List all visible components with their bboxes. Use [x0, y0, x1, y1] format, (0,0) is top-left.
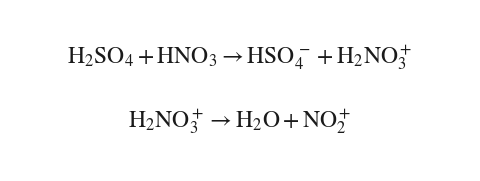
Text: $\mathrm{H_2SO_4 + HNO_3 \rightarrow HSO_4^{\,-} + H_2NO_3^+}$: $\mathrm{H_2SO_4 + HNO_3 \rightarrow HSO… [67, 43, 413, 72]
Text: $\mathrm{H_2NO_3^+ \rightarrow H_2O + NO_2^+}$: $\mathrm{H_2NO_3^+ \rightarrow H_2O + NO… [128, 107, 352, 136]
